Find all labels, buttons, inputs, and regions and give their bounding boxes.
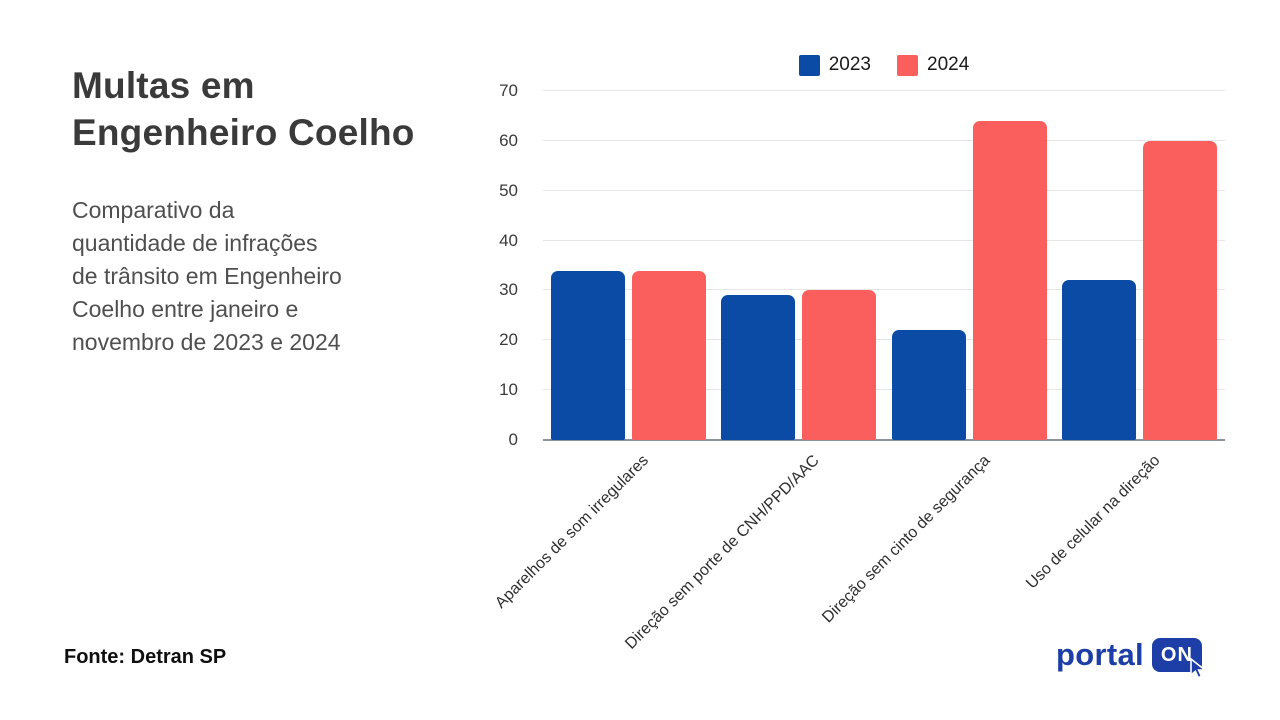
bar-group bbox=[714, 91, 885, 440]
logo-badge: ON bbox=[1151, 638, 1207, 679]
legend-label: 2024 bbox=[927, 54, 970, 75]
gridline bbox=[543, 90, 1225, 91]
gridline bbox=[543, 239, 1225, 241]
bar-groups bbox=[543, 91, 1225, 440]
y-tick-label: 0 bbox=[508, 430, 518, 449]
plot-area bbox=[543, 90, 1225, 441]
x-axis-label: Uso de celular na direção bbox=[1023, 452, 1164, 593]
legend-swatch-2024 bbox=[897, 54, 918, 76]
y-tick-label: 70 bbox=[499, 81, 518, 100]
bar-group bbox=[1055, 91, 1226, 440]
x-axis-line bbox=[543, 439, 1225, 441]
x-axis-label: Direção sem porte de CNH/PPD/AAC bbox=[622, 452, 823, 653]
bar-2024 bbox=[631, 270, 706, 440]
chart-legend: 2023 2024 bbox=[543, 54, 1225, 76]
y-tick-label: 30 bbox=[499, 280, 518, 300]
cursor-icon bbox=[1190, 658, 1207, 679]
bar-2024 bbox=[1143, 140, 1218, 440]
y-tick-label: 60 bbox=[499, 130, 518, 150]
bar-group bbox=[543, 91, 714, 440]
gridline bbox=[543, 339, 1225, 341]
legend-item-2024: 2024 bbox=[897, 54, 969, 76]
logo-text: portal bbox=[1056, 637, 1144, 672]
bar-2024 bbox=[802, 290, 877, 440]
gridline bbox=[543, 389, 1225, 391]
bar-2024 bbox=[972, 120, 1047, 440]
legend-label: 2023 bbox=[828, 54, 871, 75]
gridline bbox=[543, 189, 1225, 191]
legend-swatch-2023 bbox=[798, 54, 820, 76]
bar-2023 bbox=[550, 270, 625, 440]
page-subtitle: Comparativo da quantidade de infrações d… bbox=[72, 197, 342, 355]
bar-2023 bbox=[1062, 280, 1137, 440]
x-axis-label: Direção sem cinto de segurança bbox=[819, 452, 994, 627]
bar-group bbox=[884, 91, 1055, 440]
y-tick-label: 40 bbox=[499, 230, 518, 250]
y-tick-label: 20 bbox=[499, 330, 518, 350]
source-note: Fonte: Detran SP bbox=[64, 646, 227, 668]
y-tick-label: 10 bbox=[499, 380, 518, 400]
logo-badge-label: ON bbox=[1160, 643, 1193, 666]
legend-item-2023: 2023 bbox=[798, 54, 871, 76]
page-title: Multas em Engenheiro Coelho bbox=[72, 65, 415, 154]
gridline bbox=[543, 139, 1225, 141]
x-axis-label: Aparelhos de som irregulares bbox=[492, 452, 653, 612]
bar-2023 bbox=[721, 295, 796, 440]
portalon-logo: portal ON bbox=[1056, 637, 1207, 679]
y-axis: 0 10 20 30 40 50 60 70 bbox=[450, 81, 530, 449]
gridline bbox=[543, 289, 1225, 291]
bar-2023 bbox=[891, 330, 966, 440]
y-tick-label: 50 bbox=[499, 180, 518, 200]
